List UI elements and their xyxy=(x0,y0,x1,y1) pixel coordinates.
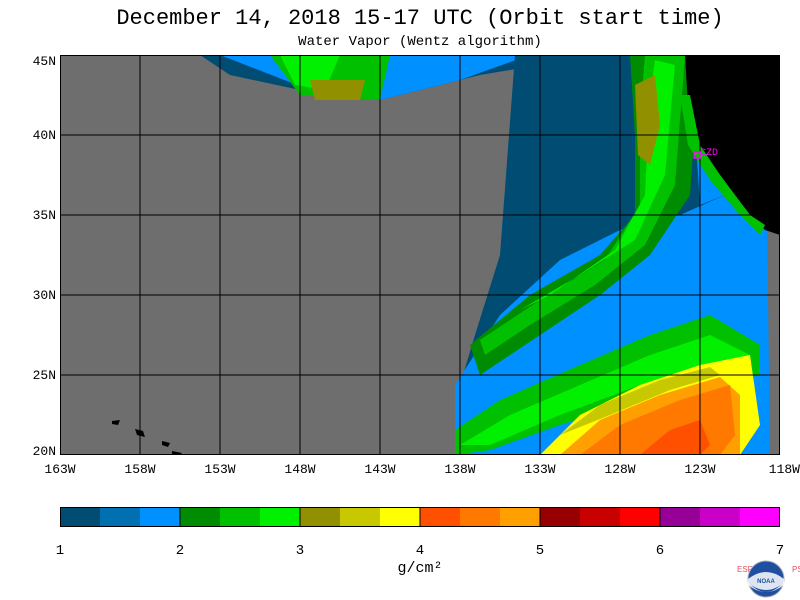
lat-label: 45N xyxy=(32,54,56,69)
colorbar-tick: 3 xyxy=(295,543,305,559)
hawaii-island-3 xyxy=(162,441,170,447)
colorbar-segment xyxy=(340,507,381,527)
colorbar-segment xyxy=(660,507,701,527)
colorbar-segment xyxy=(580,507,621,527)
colorbar-segment xyxy=(500,507,541,527)
colorbar-tick: 6 xyxy=(655,543,665,559)
colorbar-tick: 5 xyxy=(535,543,545,559)
chart-subtitle: Water Vapor (Wentz algorithm) xyxy=(298,34,542,50)
colorbar-segment xyxy=(140,507,181,527)
svg-text:NOAA: NOAA xyxy=(757,579,775,585)
lon-label: 138W xyxy=(444,462,476,477)
colorbar-tick: 2 xyxy=(175,543,185,559)
colorbar xyxy=(60,507,780,527)
lat-label: 20N xyxy=(32,444,56,459)
south-lime-band xyxy=(460,335,750,445)
logo-right-letters: PSD xyxy=(792,565,800,574)
land-california xyxy=(685,55,780,235)
station-marker-czd: CZD xyxy=(693,148,718,159)
lon-label: 163W xyxy=(44,462,76,477)
colorbar-segment xyxy=(540,507,581,527)
lon-label: 123W xyxy=(684,462,716,477)
hawaii-island-1 xyxy=(112,420,120,425)
moist-olive xyxy=(560,367,720,435)
colorbar-segment xyxy=(740,507,780,527)
colorbar-segment xyxy=(260,507,301,527)
lon-label: 143W xyxy=(364,462,396,477)
lat-label: 40N xyxy=(32,128,56,143)
colorbar-segment xyxy=(700,507,741,527)
north-swath-olive xyxy=(310,80,365,100)
colorbar-tick: 1 xyxy=(55,543,65,559)
moist-red-orange xyxy=(640,420,710,455)
noaa-logo: NOAA xyxy=(747,560,785,598)
lat-label: 35N xyxy=(32,208,56,223)
water-vapor-map: CZD xyxy=(60,55,780,455)
colorbar-tick: 7 xyxy=(775,543,785,559)
colorbar-segment xyxy=(420,507,461,527)
colorbar-segment xyxy=(180,507,221,527)
lat-label: 30N xyxy=(32,288,56,303)
lat-label: 25N xyxy=(32,368,56,383)
station-label: CZD xyxy=(700,148,718,159)
lon-label: 153W xyxy=(204,462,236,477)
colorbar-segment xyxy=(620,507,661,527)
colorbar-segment xyxy=(100,507,141,527)
colorbar-segment xyxy=(220,507,261,527)
colorbar-segment xyxy=(380,507,421,527)
lon-label: 148W xyxy=(284,462,316,477)
colorbar-tick: 4 xyxy=(415,543,425,559)
colorbar-segment xyxy=(460,507,501,527)
coastal-water-green xyxy=(680,95,765,235)
chart-title: December 14, 2018 15-17 UTC (Orbit start… xyxy=(116,6,724,31)
plume-olive xyxy=(635,75,660,165)
lat-lon-grid xyxy=(60,55,780,455)
lon-label: 128W xyxy=(604,462,636,477)
lon-label: 158W xyxy=(124,462,156,477)
plume-lime xyxy=(490,60,675,325)
colorbar-units: g/cm² xyxy=(397,560,443,577)
lon-label: 118W xyxy=(768,462,800,477)
colorbar-segment xyxy=(300,507,341,527)
colorbar-segment xyxy=(60,507,101,527)
lon-label: 133W xyxy=(524,462,556,477)
